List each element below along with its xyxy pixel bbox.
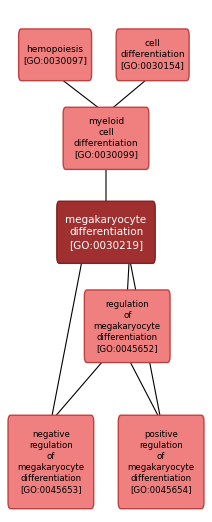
FancyBboxPatch shape (57, 201, 155, 263)
Text: cell
differentiation
[GO:0030154]: cell differentiation [GO:0030154] (120, 39, 185, 70)
FancyBboxPatch shape (84, 290, 170, 362)
Text: myeloid
cell
differentiation
[GO:0030099]: myeloid cell differentiation [GO:0030099… (74, 117, 138, 160)
Text: positive
regulation
of
megakaryocyte
differentiation
[GO:0045654]: positive regulation of megakaryocyte dif… (128, 430, 195, 494)
Text: megakaryocyte
differentiation
[GO:0030219]: megakaryocyte differentiation [GO:003021… (66, 215, 146, 250)
FancyBboxPatch shape (63, 108, 149, 169)
FancyBboxPatch shape (19, 29, 92, 81)
FancyBboxPatch shape (118, 416, 204, 508)
FancyBboxPatch shape (116, 29, 189, 81)
Text: negative
regulation
of
megakaryocyte
differentiation
[GO:0045653]: negative regulation of megakaryocyte dif… (17, 430, 84, 494)
Text: hemopoiesis
[GO:0030097]: hemopoiesis [GO:0030097] (23, 45, 87, 65)
Text: regulation
of
megakaryocyte
differentiation
[GO:0045652]: regulation of megakaryocyte differentiat… (94, 300, 161, 353)
FancyBboxPatch shape (8, 416, 94, 508)
